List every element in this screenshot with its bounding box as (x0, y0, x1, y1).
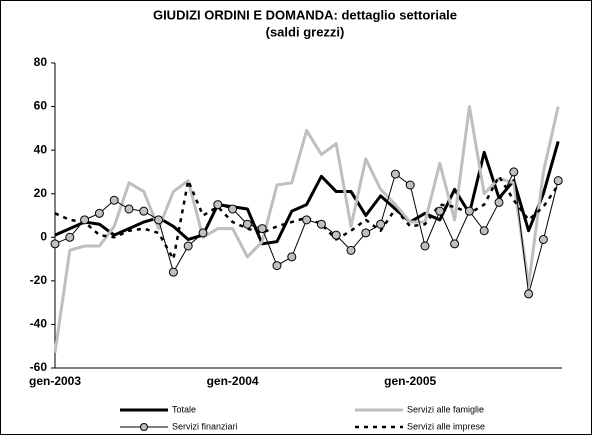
series-marker (154, 215, 164, 225)
series-marker (50, 239, 60, 249)
series-line (54, 175, 560, 261)
series-marker (494, 197, 504, 207)
series-marker (287, 252, 297, 262)
series-marker (524, 289, 534, 299)
series-marker (272, 261, 282, 271)
series-marker (450, 239, 460, 249)
legend-label: Servizi alle imprese (407, 421, 485, 431)
legend-label: Servizi alle famiglie (407, 404, 484, 414)
y-tick-label: 40 (34, 142, 48, 156)
y-tick-label: 60 (34, 99, 48, 113)
series-marker (316, 219, 326, 229)
series-marker (139, 206, 149, 216)
y-tick-label: -20 (30, 273, 48, 287)
chart-subtitle: (saldi grezzi) (266, 24, 345, 39)
x-tick-label: gen-2004 (207, 374, 259, 388)
chart-title: GIUDIZI ORDINI E DOMANDA: dettaglio sett… (153, 7, 457, 22)
series-marker (420, 241, 430, 251)
series-marker (509, 167, 519, 177)
series-marker (213, 200, 223, 210)
series-marker (168, 267, 178, 277)
series-marker (361, 228, 371, 238)
y-tick-label: 20 (34, 186, 48, 200)
series-marker (346, 245, 356, 255)
series-marker (242, 219, 252, 229)
series-marker (109, 195, 119, 205)
series-marker (65, 232, 75, 242)
legend-label: Totale (172, 404, 196, 414)
series-marker (183, 241, 193, 251)
series-marker (198, 228, 208, 238)
series-marker (94, 208, 104, 218)
series-marker (390, 169, 400, 179)
series-marker (405, 180, 415, 190)
y-tick-label: 0 (40, 229, 47, 243)
series-marker (464, 206, 474, 216)
series-marker (538, 234, 548, 244)
series-marker (257, 224, 267, 234)
series-marker (228, 204, 238, 214)
x-tick-label: gen-2005 (384, 374, 436, 388)
series-marker (80, 215, 90, 225)
series-marker (331, 230, 341, 240)
y-tick-label: 80 (34, 55, 48, 69)
y-tick-label: -40 (30, 317, 48, 331)
legend-marker (140, 423, 148, 431)
series-marker (479, 226, 489, 236)
series-marker (553, 176, 563, 186)
series-line (54, 141, 560, 246)
series-line (53, 105, 560, 353)
x-tick-label: gen-2003 (29, 374, 81, 388)
series-marker (302, 215, 312, 225)
y-tick-label: -60 (30, 360, 48, 374)
series-marker (435, 206, 445, 216)
legend-label: Servizi finanziari (172, 421, 238, 431)
series-marker (124, 204, 134, 214)
series-marker (376, 219, 386, 229)
